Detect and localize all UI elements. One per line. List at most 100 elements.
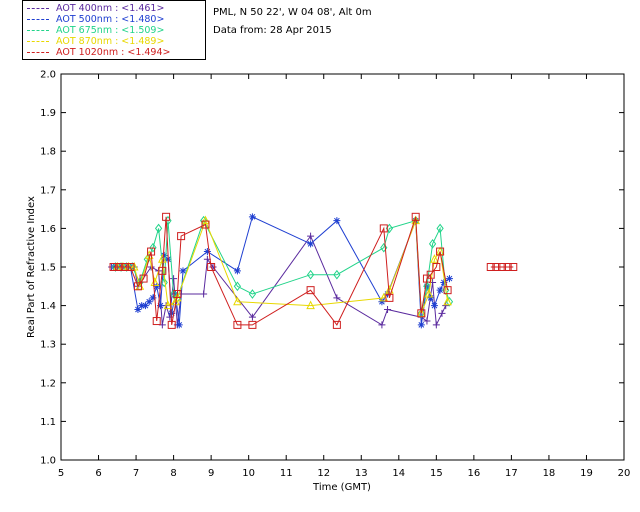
series-line [115,219,450,314]
y-tick-label: 1.2 [40,378,56,389]
data-point [432,321,440,329]
data-point [443,296,452,306]
y-tick-label: 2.0 [40,70,56,81]
data-point [233,320,242,329]
x-tick-label: 14 [392,468,405,479]
data-point [333,217,341,225]
data-point [248,213,256,221]
data-point [149,294,157,302]
data-point [156,302,164,310]
legend-line-icon [27,8,49,9]
data-point [503,263,512,271]
data-point [306,300,315,310]
x-tick-label: 11 [280,468,293,479]
legend-entry-1020: AOT 1020nm : <1.494> [27,47,170,58]
legend-entry-870: AOT 870nm : <1.489> [27,36,164,47]
series-line [111,235,447,327]
data-point [133,282,142,291]
legend-label: AOT 1020nm : <1.494> [56,47,171,58]
series-layer [108,212,518,329]
data-point [443,286,452,295]
data-point [436,223,444,234]
data-point [201,215,210,225]
data-point [445,275,453,283]
data-point [233,296,242,306]
data-point [138,302,146,310]
data-point [307,240,315,248]
data-point [175,321,183,329]
data-point [492,263,501,271]
data-point [207,263,216,271]
data-point [306,269,315,280]
legend-label: AOT 500nm : <1.480> [56,14,165,25]
data-point [432,263,441,271]
date-info: Data from: 28 Apr 2015 [213,25,332,36]
data-point [201,220,210,229]
x-tick-label: 8 [170,468,176,479]
data-point [233,281,242,292]
data-point [442,302,450,310]
data-point [428,239,437,249]
data-point [139,274,148,283]
data-point [141,302,149,310]
data-point [154,223,163,234]
legend-entry-675: AOT 675nm : <1.509> [27,25,164,36]
data-point [423,317,431,325]
legend-entry-400: AOT 400nm : <1.461> [27,3,164,14]
data-point [158,254,167,263]
data-point [498,263,507,271]
legend: AOT 400nm : <1.461> AOT 500nm : <1.480> … [22,0,206,60]
x-tick-label: 5 [58,468,64,479]
x-axis-label: Time (GMT) [312,482,371,493]
data-point [248,289,257,299]
data-point [307,232,315,240]
data-point [203,248,211,256]
data-point [417,321,425,329]
data-point [333,269,341,280]
x-tick-label: 7 [133,468,139,479]
data-point [385,293,394,302]
data-point [120,263,129,271]
x-tick-label: 20 [618,468,631,479]
data-point [168,309,176,317]
data-point [158,266,167,275]
data-point [486,263,495,271]
data-point [171,290,179,298]
data-point [332,320,341,329]
y-axis-label: Real Part of Refractive Index [26,196,37,338]
x-tick-label: 17 [505,468,518,479]
data-point [379,224,388,233]
x-tick-label: 13 [355,468,368,479]
data-point [134,305,142,313]
y-tick-label: 1.5 [40,263,56,274]
data-point [430,254,439,263]
series-line [117,219,449,314]
x-tick-label: 9 [208,468,214,479]
data-point [170,275,178,283]
data-point [436,286,444,294]
site-info: PML, N 50 22', W 04 08', Alt 0m [213,7,372,18]
data-point [438,309,446,317]
data-point [378,298,386,306]
data-point [384,305,392,313]
data-point [109,263,118,271]
y-tick-label: 1.9 [40,108,56,119]
data-point [248,320,257,329]
legend-line-icon [27,30,49,31]
legend-line-icon [27,52,49,53]
data-point [149,242,157,253]
data-point [430,302,438,310]
y-tick-label: 1.3 [40,340,56,351]
data-point [436,247,445,256]
x-tick-label: 6 [95,468,101,479]
data-point [440,278,448,286]
x-tick-label: 10 [242,468,255,479]
data-point [417,309,426,318]
data-point [509,263,518,271]
data-point [426,270,435,279]
data-point [173,290,182,299]
x-tick-label: 12 [317,468,330,479]
data-point [160,277,168,288]
x-tick-label: 18 [543,468,556,479]
